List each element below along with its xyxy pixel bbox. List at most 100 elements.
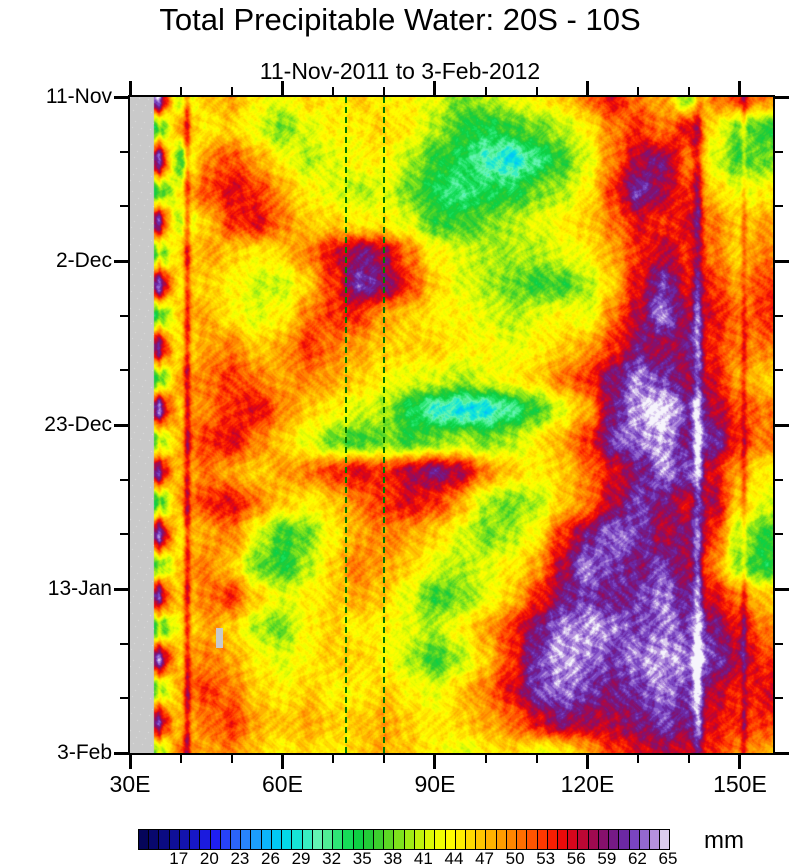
tick-mark — [775, 95, 789, 99]
y-axis-tick-label: 23-Dec — [44, 413, 112, 436]
tick-mark — [120, 150, 128, 153]
colorbar-cell — [466, 830, 477, 849]
tick-mark — [775, 751, 789, 755]
tick-mark — [383, 755, 386, 763]
tick-mark — [775, 259, 789, 263]
tick-mark — [114, 751, 128, 755]
colorbar-cell — [374, 830, 385, 849]
tick-mark — [775, 697, 783, 700]
tick-mark — [114, 95, 128, 99]
tick-mark — [280, 81, 284, 95]
y-axis-tick-label: 13-Jan — [47, 577, 112, 600]
x-axis-tick-label: 60E — [262, 771, 303, 797]
colorbar-tick-label: 53 — [536, 849, 556, 867]
colorbar-cell — [282, 830, 293, 849]
colorbar-tick-label: 59 — [597, 849, 617, 867]
colorbar-cell — [200, 830, 211, 849]
colorbar-tick-label: 35 — [352, 849, 372, 867]
colorbar-cell — [527, 830, 538, 849]
colorbar-tick-label: 29 — [291, 849, 311, 867]
tick-mark — [332, 87, 335, 95]
colorbar-cell — [394, 830, 405, 849]
colorbar-cell — [241, 830, 252, 849]
tick-mark — [128, 81, 132, 95]
tick-mark — [535, 87, 538, 95]
tick-mark — [280, 755, 284, 769]
colorbar-cell — [404, 830, 415, 849]
colorbar-cell — [619, 830, 630, 849]
tick-mark — [332, 755, 335, 763]
colorbar-tick-label: 65 — [658, 849, 678, 867]
x-axis-tick-label: 90E — [414, 771, 456, 797]
tick-mark — [775, 205, 783, 208]
colorbar-cell — [660, 830, 670, 849]
colorbar-cell — [363, 830, 375, 849]
colorbar-cell — [425, 830, 436, 849]
tick-mark — [120, 369, 128, 372]
tick-mark — [179, 755, 182, 763]
colorbar-cell — [649, 830, 661, 849]
colorbar-cell — [220, 830, 231, 849]
colorbar-cell — [139, 830, 150, 849]
colorbar-tick-label: 26 — [261, 849, 280, 867]
x-axis-tick-label: 120E — [560, 771, 615, 797]
colorbar-cell — [476, 830, 487, 849]
colorbar-cell — [292, 830, 303, 849]
colorbar-cell — [384, 830, 395, 849]
colorbar-cell — [578, 830, 589, 849]
tick-mark — [179, 87, 182, 95]
tick-mark — [120, 642, 128, 645]
tick-mark — [775, 533, 783, 536]
tick-mark — [230, 755, 233, 763]
colorbar-cell — [159, 830, 170, 849]
tick-mark — [114, 587, 128, 591]
colorbar-cell — [353, 830, 364, 849]
colorbar-tick-label: 44 — [444, 849, 464, 867]
colorbar-cell — [261, 830, 272, 849]
colorbar-cell — [609, 830, 620, 849]
colorbar-cell — [343, 830, 354, 849]
colorbar-cell — [598, 830, 610, 849]
colorbar-cell — [517, 830, 528, 849]
colorbar-cell — [455, 830, 466, 849]
colorbar-cell — [149, 830, 160, 849]
tick-mark — [114, 423, 128, 427]
tick-mark — [230, 87, 233, 95]
colorbar-cell — [312, 830, 323, 849]
y-axis-tick-label: 11-Nov — [45, 85, 112, 108]
colorbar-cell — [435, 830, 446, 849]
tick-mark — [738, 81, 742, 95]
tick-mark — [775, 642, 783, 645]
colorbar-cell — [322, 830, 334, 849]
colorbar-tick-label: 56 — [566, 849, 586, 867]
tick-mark — [775, 478, 783, 481]
colorbar-cell — [179, 830, 191, 849]
tick-mark — [775, 150, 783, 153]
colorbar-cell — [333, 830, 344, 849]
tick-mark — [433, 755, 437, 769]
colorbar-tick-label: 17 — [169, 849, 189, 867]
tick-mark — [738, 755, 742, 769]
tick-mark — [114, 259, 128, 263]
missing-data-patch — [216, 628, 224, 649]
tick-mark — [688, 755, 691, 763]
colorbar-tick-label: 23 — [230, 849, 250, 867]
tick-mark — [637, 87, 640, 95]
colorbar-cell — [506, 830, 518, 849]
colorbar-cell — [496, 830, 507, 849]
colorbar-cell — [169, 830, 180, 849]
tick-mark — [585, 755, 589, 769]
tick-mark — [120, 478, 128, 481]
colorbar-tick-label: 62 — [627, 849, 647, 867]
tick-mark — [484, 755, 487, 763]
tick-mark — [775, 587, 789, 591]
colorbar — [138, 829, 670, 850]
tick-mark — [775, 423, 789, 427]
tick-mark — [775, 314, 783, 317]
y-axis-tick-label: 2-Dec — [55, 249, 112, 272]
tick-mark — [688, 87, 691, 95]
dashed-reference-line — [383, 97, 386, 753]
tick-mark — [637, 755, 640, 763]
x-axis-tick-label: 150E — [713, 771, 767, 797]
